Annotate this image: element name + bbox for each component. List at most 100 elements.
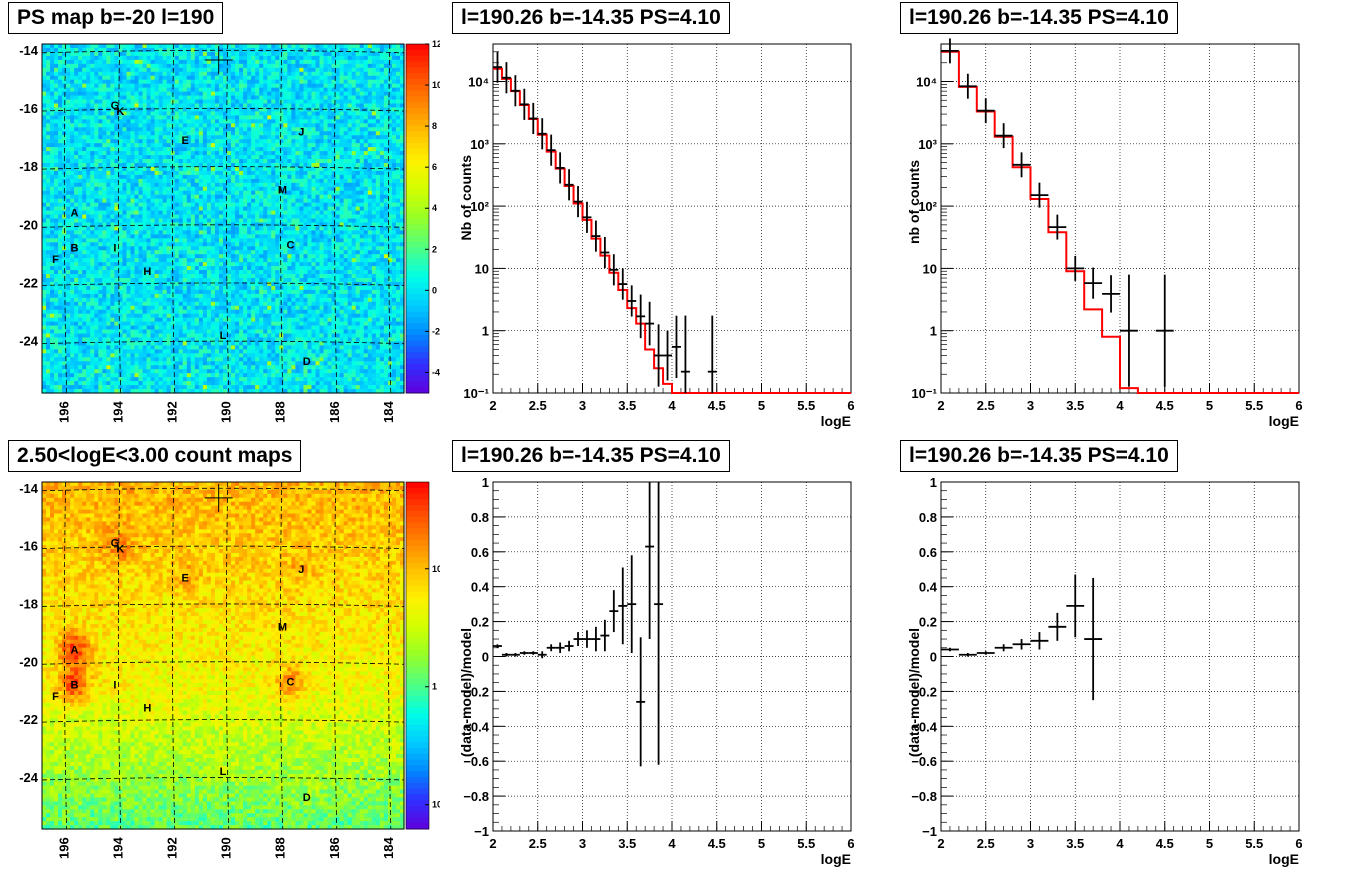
spectrum-chart-2: 2 2.5 3 3.5 4 4.5 5 5.5 6 10⁻¹ 1 10 10² 10³ 10⁴ logE nb … [906,38,1303,429]
colorbar-cell [406,719,429,726]
x-tick-label: 5.5 [797,836,815,851]
count-map-chart: 196 194 192 190 188 186 184 -14 -16 -18 -20 -22 -24 G… [19,481,440,859]
colorbar-cell [406,381,429,388]
colorbar-cell [406,67,429,74]
colorbar-cell [406,265,429,272]
x-tick-label: 6 [847,836,854,851]
colorbar-cell [406,626,429,633]
source-label: L [220,766,227,778]
colorbar-cell [406,259,429,266]
source-label: H [143,703,151,715]
y-tick-label: 10⁻¹ [463,386,489,401]
source-label: G [111,100,120,112]
x-tick-label: 3 [1027,398,1034,413]
source-label: D [303,356,311,368]
latitude-grid-line [41,282,405,286]
x-tick-label: 6 [1295,836,1302,851]
latitude-grid-line [41,340,405,345]
colorbar-cell [406,282,429,289]
colorbar-cell [406,119,429,126]
colorbar-cell [406,562,429,570]
source-label: I [113,679,116,691]
y-tick-label: 0.6 [919,545,937,560]
x-tick-label: 192 [165,837,180,859]
spectrum-panel-2: 2 2.5 3 3.5 4 4.5 5 5.5 6 10⁻¹ 1 10 10² 10³ 10⁴ logE nb … [893,0,1348,438]
x-axis-label: logE [821,851,851,867]
colorbar-cell [406,61,429,68]
latitude-grid-line [41,49,405,54]
colorbar-cell [406,276,429,283]
residual-panel-1: 2 2.5 3 3.5 4 4.5 5 5.5 6 1 0.8 0.6 0.4 0.2 0 −0.2 −0.4 −… [445,438,885,876]
x-tick-label: 3.5 [618,836,636,851]
y-tick-label: −1 [922,824,937,839]
colorbar-cell [406,90,429,97]
colorbar-cell [406,482,429,489]
y-tick-label: 10³ [918,137,937,152]
count-map-title: 2.50<logE<3.00 count maps [8,440,302,472]
x-tick-label: 3 [1027,836,1034,851]
colorbar-cell [406,247,429,254]
colorbar-cell [406,137,429,144]
y-tick-label: −0.6 [463,754,489,769]
colorbar-cell [406,759,429,766]
colorbar-label: 10 [432,80,440,90]
colorbar-cell [406,551,429,558]
colorbar-label: 10⁻¹ [432,800,440,810]
y-tick-label: -20 [19,654,38,669]
x-tick-label: 2.5 [977,836,995,851]
colorbar-frame [405,481,430,830]
colorbar-cell [406,317,429,324]
colorbar-cell [406,499,429,506]
colorbar-cell [406,154,429,161]
spectrum-title-1: l=190.26 b=-14.35 PS=4.10 [452,2,730,34]
colorbar-label: 4 [432,203,437,213]
colorbar-cell [406,510,429,518]
colorbar-cell [406,684,429,691]
x-axis-label: logE [821,413,851,429]
source-label: F [52,254,59,266]
x-tick-label: 194 [111,401,126,423]
colorbar-cell [406,131,429,138]
colorbar-cell [406,811,429,818]
colorbar-cell [406,672,429,680]
source-label: A [70,208,78,220]
y-tick-label: -22 [19,275,38,290]
heatmap-cells [42,482,405,830]
colorbar-cell [406,323,429,330]
colorbar-cell [406,107,429,115]
count-map-panel: 196 194 192 190 188 186 184 -14 -16 -18 -20 -22 -24 G… [0,438,440,876]
x-axis-label: logE [1269,413,1299,429]
colorbar-cell [406,84,429,92]
x-tick-label: 190 [219,401,234,423]
colorbar-cell [406,748,429,755]
ps-map-panel: 196 194 192 190 188 186 184 -14 -16 -18 -20 -22 -24 G… [0,0,440,440]
y-tick-label: 0.2 [471,615,489,630]
colorbar-cell [406,649,429,656]
colorbar-cell [406,539,429,547]
x-tick-label: 3.5 [618,398,636,413]
x-tick-label: 5 [1206,836,1213,851]
colorbar-label: 0 [432,285,437,295]
x-tick-label: 2.5 [977,398,995,413]
y-tick-label: 10³ [470,137,489,152]
source-label: G [111,538,120,550]
colorbar-cell [406,206,429,214]
colorbar-cell [406,591,429,599]
y-axis-label: nb of counts [906,160,922,244]
source-label: D [303,792,311,804]
colorbar-label: 12 [432,39,440,49]
x-tick-label: 5 [758,398,765,413]
colorbar-cell [406,334,429,342]
colorbar-cell [406,78,429,86]
colorbar-cell [406,794,429,801]
residual-title-2: l=190.26 b=-14.35 PS=4.10 [900,440,1178,472]
spectrum-panel-1: 2 2.5 3 3.5 4 4.5 5 5.5 6 10⁻¹ 1 10 10² 10³ 10⁴ logE Nb … [445,0,885,438]
x-tick-label: 4 [1116,836,1124,851]
colorbar-cell [406,765,429,772]
x-tick-label: 4.5 [708,398,726,413]
colorbar-cell [406,230,429,237]
x-tick-label: 4.5 [1156,836,1174,851]
residual-chart-2: 2 2.5 3 3.5 4 4.5 5 5.5 6 1 0.8 0.6 0.4 0.2 0 −0.2 −0.4 −… [906,475,1303,867]
colorbar-cell [406,603,429,610]
colorbar-cell [406,730,429,737]
